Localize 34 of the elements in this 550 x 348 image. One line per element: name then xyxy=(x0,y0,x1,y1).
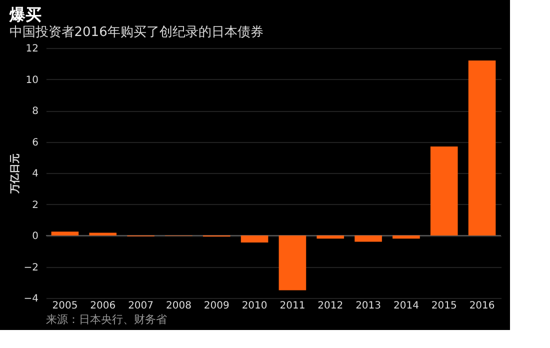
x-tick-label: 2008 xyxy=(166,300,192,312)
y-tick-label: 6 xyxy=(32,137,38,148)
y-tick-label: 10 xyxy=(26,74,38,86)
x-tick-label: 2005 xyxy=(52,300,78,312)
chart-title: 爆买 xyxy=(8,5,42,24)
chart-subtitle: 中国投资者2016年购买了创纪录的日本债券 xyxy=(9,25,264,40)
x-tick-label: 2013 xyxy=(356,300,382,312)
bar xyxy=(468,60,496,236)
x-tick-label: 2010 xyxy=(242,300,268,312)
y-tick-label: 4 xyxy=(32,168,38,180)
y-tick-label: 8 xyxy=(32,106,38,117)
bar xyxy=(430,146,458,236)
bar xyxy=(89,232,117,236)
y-axis-title: 万亿日元 xyxy=(8,154,21,194)
source-note: 来源：日本央行、财务省 xyxy=(46,313,167,326)
y-tick-label: −2 xyxy=(24,262,38,274)
bar xyxy=(278,236,306,290)
y-tick-label: −4 xyxy=(24,294,38,304)
bar xyxy=(354,236,382,242)
x-tick-label: 2006 xyxy=(90,300,116,312)
x-tick-label: 2015 xyxy=(431,300,457,312)
x-tick-label: 2014 xyxy=(393,300,419,312)
x-tick-label: 2011 xyxy=(280,300,306,312)
x-tick-label: 2009 xyxy=(204,300,230,312)
x-tick-label: 2016 xyxy=(469,300,495,312)
y-tick-label: 12 xyxy=(26,44,38,54)
bar xyxy=(392,236,420,239)
bar xyxy=(240,236,268,243)
bar xyxy=(51,232,79,236)
y-tick-label: 2 xyxy=(32,200,38,211)
y-tick-label: 0 xyxy=(32,231,38,242)
bar xyxy=(316,236,344,239)
x-tick-label: 2007 xyxy=(128,300,154,312)
x-tick-label: 2012 xyxy=(318,300,344,312)
